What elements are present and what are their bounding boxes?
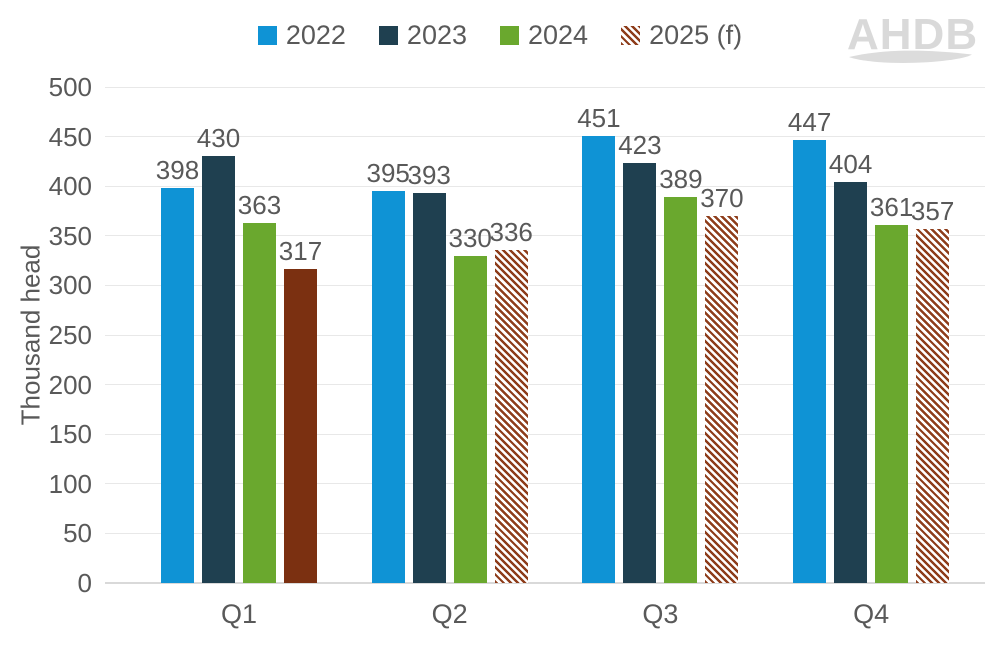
legend-label: 2022 — [285, 20, 346, 50]
bar-value-label: 317 — [278, 235, 323, 266]
bar-value-label: 423 — [618, 130, 662, 161]
legend-label: 2023 — [406, 20, 467, 50]
legend-swatch-icon — [500, 26, 519, 45]
bar-2025f-q2 — [494, 249, 528, 583]
gridline — [105, 334, 985, 336]
bar-2024-q4 — [875, 224, 909, 583]
x-category-label: Q4 — [853, 599, 890, 629]
bar-value-label: 357 — [910, 195, 955, 226]
y-tick-label: 400 — [48, 171, 92, 202]
bar-value-label: 447 — [787, 106, 832, 137]
bar-value-label: 389 — [659, 164, 703, 195]
ahdb-logo-swoosh — [849, 50, 972, 63]
bar-value-label: 398 — [155, 155, 200, 186]
bar-2022-q3 — [582, 135, 616, 583]
bar-2024-q3 — [664, 197, 698, 583]
bar-value-label: 370 — [700, 182, 744, 213]
bar-2022-q2 — [371, 191, 405, 583]
bar-value-label: 430 — [196, 123, 241, 154]
gridline — [105, 483, 985, 485]
y-tick-label: 50 — [63, 518, 92, 549]
plot-area: 398 430 363 317 395 393 330 336 451 423 389 370 447 4… — [105, 86, 985, 584]
gridline — [105, 136, 985, 138]
bar-value-label: 330 — [448, 222, 492, 253]
gridline — [105, 86, 985, 88]
bar-2022-q4 — [793, 139, 827, 583]
bar-value-label: 451 — [577, 102, 621, 133]
gridline — [105, 185, 985, 187]
ahdb-logo: AHDB — [846, 10, 978, 70]
y-tick-label: 500 — [48, 72, 92, 102]
y-tick-label: 250 — [48, 320, 92, 350]
bar-2024-q1 — [243, 222, 276, 583]
y-tick-label: 100 — [48, 468, 92, 499]
bar-2023-q4 — [834, 182, 868, 583]
bar-2022-q1 — [161, 188, 194, 583]
legend: 2022 2023 2024 2025 (f) — [0, 20, 1000, 51]
legend-item-2023: 2023 — [378, 20, 467, 51]
gridline — [105, 284, 985, 286]
gridline — [105, 433, 985, 435]
y-tick-label: 200 — [48, 369, 92, 400]
x-axis-line — [105, 582, 985, 584]
y-tick-label: 150 — [48, 419, 92, 450]
y-tick-label: 300 — [48, 270, 92, 301]
legend-item-2025f: 2025 (f) — [621, 20, 742, 51]
bar-2023-q3 — [623, 163, 657, 583]
legend-swatch-icon — [257, 26, 277, 45]
bar-2025f-q4 — [916, 228, 950, 583]
y-tick-label: 450 — [48, 121, 92, 152]
x-category-label: Q1 — [220, 599, 258, 629]
legend-swatch-icon — [621, 26, 641, 45]
bar-2025f-q1 — [284, 268, 317, 583]
y-tick-label: 350 — [48, 220, 92, 251]
bar-2025f-q3 — [705, 215, 739, 583]
bar-value-label: 361 — [869, 191, 914, 222]
gridline — [105, 384, 985, 386]
bar-2023-q2 — [412, 193, 446, 583]
bar-value-label: 393 — [407, 160, 451, 191]
legend-label: 2024 — [528, 20, 589, 50]
y-axis-tick-labels: 0 50 100 150 200 250 300 350 400 450 500 — [0, 74, 92, 596]
bar-value-label: 336 — [489, 216, 533, 247]
x-category-label: Q3 — [642, 599, 679, 629]
legend-item-2022: 2022 — [257, 20, 346, 51]
bar-2024-q2 — [453, 255, 487, 583]
bar-2023-q1 — [202, 156, 235, 583]
bar-value-label: 395 — [366, 158, 410, 189]
x-category-label: Q2 — [431, 599, 468, 629]
legend-item-2024: 2024 — [500, 20, 588, 51]
bar-value-label: 404 — [828, 149, 873, 180]
ahdb-logo-graphic: AHDB — [847, 10, 977, 63]
gridline — [105, 235, 985, 237]
legend-label: 2025 (f) — [649, 20, 743, 50]
bar-value-label: 363 — [237, 189, 282, 220]
gridline — [105, 532, 985, 534]
y-tick-label: 0 — [77, 568, 92, 598]
legend-swatch-icon — [378, 26, 398, 45]
